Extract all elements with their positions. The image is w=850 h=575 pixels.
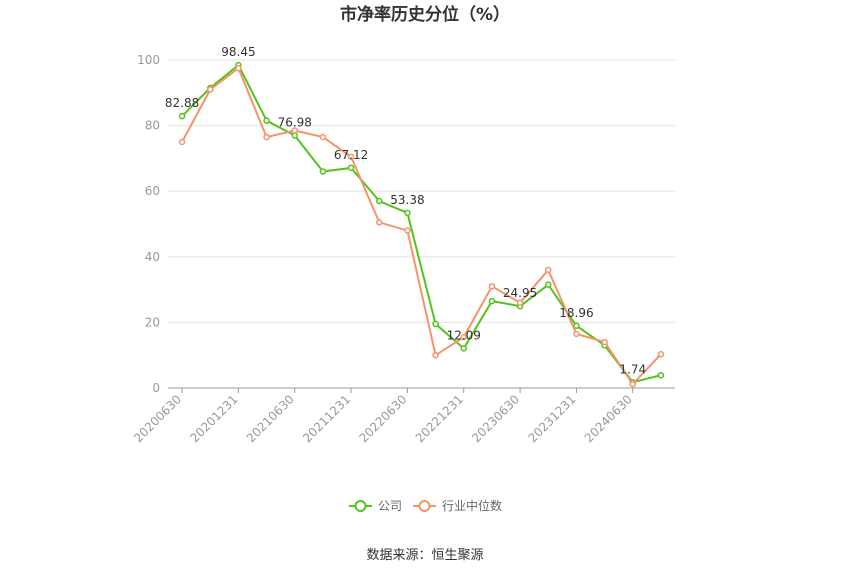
source-note: 数据来源：恒生聚源 (366, 548, 483, 563)
data-labels: 82.88 98.45 76.98 67.12 53.38 12.09 24.95 18.96… (165, 45, 646, 376)
y-tick-label-20: 20 (145, 315, 160, 329)
grid-lines (168, 59, 675, 323)
legend-marker-0 (354, 500, 367, 512)
x-tick-label-20221231: 20221231 (413, 392, 466, 445)
legend-label-0: 公司 (378, 499, 402, 513)
data-label-8: 53.38 (390, 193, 424, 207)
series-1-point-3 (263, 133, 270, 141)
series-1-point-1 (207, 86, 214, 93)
legend-label-1: 行业中位数 (442, 498, 502, 513)
data-label-4: 76.98 (278, 116, 312, 130)
x-tick-label-20231231: 20231231 (525, 392, 578, 445)
series-1-point-0 (178, 138, 186, 146)
x-tick-label-20240630: 20240630 (582, 392, 635, 445)
data-label-0: 82.88 (165, 96, 199, 110)
series-0-point-8 (404, 209, 411, 217)
legend-marker-1 (418, 500, 431, 512)
series-0-point-0 (178, 112, 186, 120)
series-1-point-5 (319, 133, 327, 141)
series-1-point-10 (460, 333, 467, 341)
series-line-0 (181, 64, 662, 384)
data-label-14: 18.96 (559, 306, 593, 320)
series-0-point-17 (657, 371, 665, 379)
series-1-point-6 (347, 153, 355, 161)
series-0-point-9 (432, 320, 439, 328)
data-label-10: 12.09 (447, 328, 481, 342)
data-label-16: 1.74 (619, 362, 646, 376)
series-1-point-13 (545, 266, 552, 274)
series-0-point-11 (488, 297, 496, 305)
y-tick-label-80: 80 (145, 119, 160, 133)
series-0-point-5 (319, 168, 327, 175)
series-0-point-7 (376, 197, 383, 205)
x-tick-label-20211231: 20211231 (300, 392, 353, 445)
series-1-point-15 (601, 338, 608, 346)
x-tick-label-20230630: 20230630 (469, 392, 522, 445)
series-1-point-16 (629, 380, 636, 388)
series-1-point-14 (573, 330, 580, 338)
x-tick-label-20201231: 20201231 (187, 392, 240, 445)
series-0-point-6 (347, 164, 355, 172)
x-tick-label-20200630: 20200630 (131, 392, 184, 445)
series-1-point-8 (404, 227, 411, 234)
x-tick-label-20210630: 20210630 (244, 392, 297, 445)
y-axis: 0 20 40 60 80 100 (137, 53, 160, 395)
legend[interactable]: 公司 行业中位数 (349, 498, 502, 513)
x-axis: 20200630 20201231 20210630 20211231 20220630… (131, 387, 675, 445)
series-1-point-7 (376, 219, 383, 226)
data-label-2: 98.45 (221, 45, 255, 59)
y-tick-label-60: 60 (145, 184, 160, 198)
series-1-point-9 (432, 351, 439, 359)
data-label-12: 24.95 (503, 286, 537, 300)
data-label-6: 67.12 (334, 148, 368, 162)
series-1-point-11 (488, 283, 496, 290)
series-1-point-12 (516, 299, 524, 306)
series-1-point-2 (235, 64, 242, 72)
series-0-point-13 (545, 281, 552, 288)
series-line-1 (181, 67, 662, 386)
chart-title: 市净率历史分位（%） (340, 4, 510, 25)
series-group (178, 61, 665, 388)
x-tick-label-20220630: 20220630 (356, 392, 409, 445)
series-0-point-3 (263, 117, 270, 124)
series-0-point-10 (460, 345, 467, 352)
series-1-point-4 (291, 127, 298, 134)
y-tick-label-40: 40 (145, 250, 160, 264)
y-tick-label-0: 0 (152, 381, 160, 395)
y-tick-label-100: 100 (137, 53, 160, 67)
series-1-point-17 (657, 350, 665, 358)
